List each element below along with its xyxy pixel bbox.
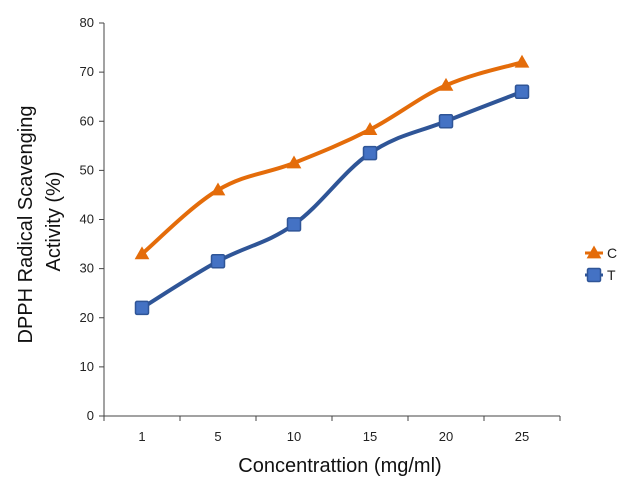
data-point-c <box>514 54 530 68</box>
y-axis-ticks: 0 10 20 30 40 50 60 70 80 <box>80 15 104 423</box>
legend-swatch-marker <box>586 245 602 259</box>
data-point-t <box>286 217 302 232</box>
data-point-c <box>286 155 302 169</box>
data-point-t <box>210 254 226 269</box>
x-tick-label: 10 <box>287 429 301 444</box>
legend-label: T <box>607 267 616 283</box>
series-t <box>134 84 530 316</box>
y-tick-label: 80 <box>80 15 94 30</box>
x-axis-ticks: 1 5 10 15 20 25 <box>103 416 561 444</box>
x-tick-label: 25 <box>515 429 529 444</box>
data-point-t <box>362 145 378 161</box>
x-tick-label: 5 <box>214 429 221 444</box>
x-axis-title: Concentrattion (mg/ml) <box>238 455 441 477</box>
y-tick-label: 70 <box>80 64 94 79</box>
legend-item-t: T <box>585 267 616 283</box>
legend-swatch-marker <box>586 267 602 283</box>
y-axis-title-line-1: DPPH Radical Scavenging <box>15 106 37 344</box>
data-point-c <box>134 246 150 260</box>
y-tick-label: 10 <box>80 359 94 374</box>
y-axis-title: DPPH Radical Scavenging Activity (%) <box>15 106 65 344</box>
y-axis-title-line-2: Activity (%) <box>43 172 65 272</box>
data-point-c <box>362 122 378 135</box>
y-tick-label: 20 <box>80 310 94 325</box>
legend-label: C <box>607 245 617 261</box>
series-line-c <box>140 60 524 256</box>
series-c <box>134 54 530 260</box>
y-tick-label: 50 <box>80 162 94 177</box>
x-tick-label: 1 <box>138 429 145 444</box>
series-line-t <box>140 89 524 310</box>
y-tick-label: 30 <box>80 261 94 276</box>
y-tick-label: 0 <box>87 408 94 423</box>
legend-item-c: C <box>585 245 617 261</box>
data-point-c <box>438 77 454 91</box>
y-tick-label: 60 <box>80 113 94 128</box>
data-point-t <box>514 84 530 100</box>
data-point-t <box>438 114 454 129</box>
series-layer <box>134 54 530 316</box>
x-tick-label: 15 <box>363 429 377 444</box>
x-tick-label: 20 <box>439 429 453 444</box>
legend: CT <box>585 245 617 283</box>
y-tick-label: 40 <box>80 212 94 227</box>
data-point-t <box>134 300 150 316</box>
data-point-c <box>210 182 226 196</box>
